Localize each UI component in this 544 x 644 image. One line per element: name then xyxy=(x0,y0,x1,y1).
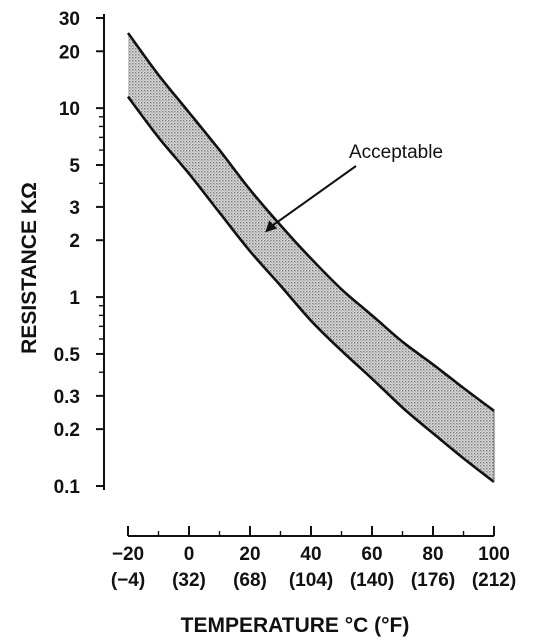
y-tick-label: 30 xyxy=(59,9,80,30)
x-tick-label: 40 xyxy=(300,544,321,565)
y-tick-label: 5 xyxy=(69,156,80,177)
y-tick-label: 0.3 xyxy=(54,387,80,408)
x-tick-sublabel: (104) xyxy=(289,570,333,591)
x-tick-sublabel: (−4) xyxy=(111,570,145,591)
y-axis: 0.1 0.2 0.3 0.5 1 2 3 5 10 20 30 xyxy=(54,9,105,498)
annotation-label: Acceptable xyxy=(349,142,443,163)
x-axis: −20 (−4) 0 (32) 20 (68) 40 (104) 60 (140) 80 (176) 1… xyxy=(111,526,516,591)
y-tick-label: 1 xyxy=(69,288,80,309)
x-tick-sublabel: (176) xyxy=(411,570,455,591)
x-tick-label: −20 xyxy=(112,544,144,565)
annotation-arrowhead xyxy=(265,220,278,233)
y-tick-label: 3 xyxy=(69,198,80,219)
curve-layer xyxy=(126,32,495,484)
x-tick-label: 80 xyxy=(422,544,443,565)
annotation-layer: Acceptable xyxy=(265,142,443,233)
y-axis-title: RESISTANCE KΩ xyxy=(18,182,41,354)
x-tick-label: 100 xyxy=(478,544,510,565)
acceptable-band xyxy=(128,32,494,482)
x-tick-sublabel: (32) xyxy=(172,570,206,591)
annotation-arrow xyxy=(270,165,357,228)
lower-limit-curve xyxy=(126,95,495,484)
x-tick-label: 60 xyxy=(361,544,382,565)
y-tick-label: 10 xyxy=(59,99,80,120)
y-tick-label: 0.1 xyxy=(54,477,81,498)
y-tick-label: 0.5 xyxy=(54,345,81,366)
x-tick-label: 0 xyxy=(184,544,195,565)
upper-limit-curve xyxy=(126,32,495,412)
x-tick-sublabel: (212) xyxy=(472,570,516,591)
x-tick-sublabel: (140) xyxy=(350,570,394,591)
y-tick-label: 2 xyxy=(69,231,80,252)
x-axis-title: TEMPERATURE °C (°F) xyxy=(181,614,410,637)
x-tick-label: 20 xyxy=(239,544,260,565)
x-tick-sublabel: (68) xyxy=(233,570,267,591)
acceptable-band-layer xyxy=(128,32,494,482)
y-tick-label: 0.2 xyxy=(54,420,80,441)
y-tick-label: 20 xyxy=(59,42,80,63)
